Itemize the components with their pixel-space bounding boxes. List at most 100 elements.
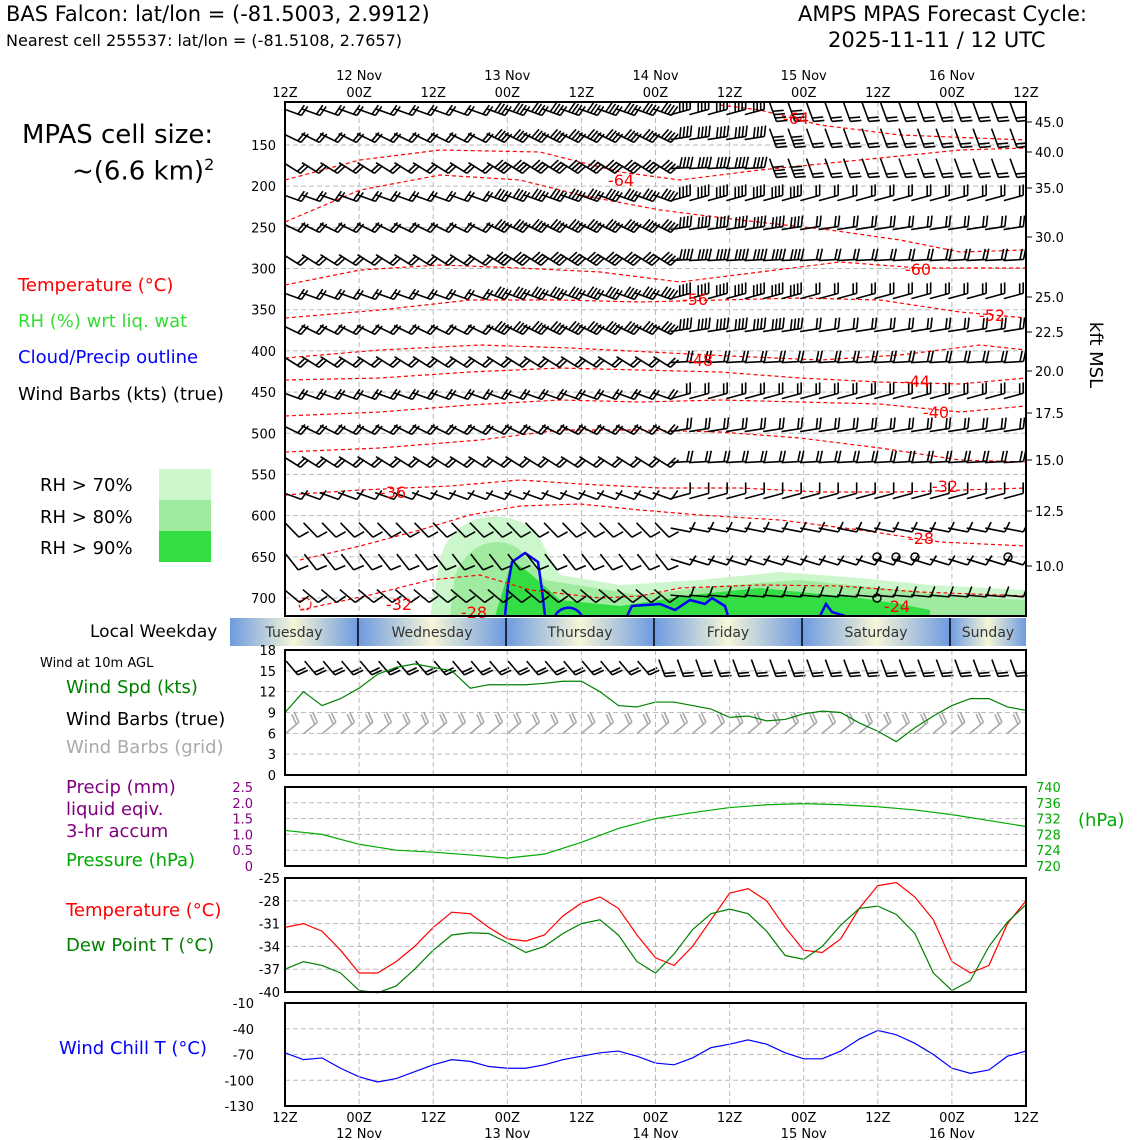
altitude-tick-label: 30.0 (1035, 231, 1064, 246)
wind-barb-flag (812, 142, 824, 145)
wind-barb (948, 482, 969, 500)
wind-barb-shaft (800, 492, 820, 500)
wind-barb (781, 350, 805, 364)
wind-barb-flag (1015, 172, 1026, 175)
wind-barb (374, 190, 401, 203)
wind-barb (892, 184, 913, 202)
wind-barb-flag (623, 218, 633, 229)
wind-barb (542, 456, 569, 468)
wind-barb (541, 388, 568, 401)
wind-barb-flag (700, 216, 704, 228)
wind-barb-flag (815, 317, 819, 330)
wind-barb (412, 254, 439, 266)
wind-barb-grid (858, 711, 874, 735)
bottom-date-label: 16 Nov (929, 1127, 975, 1140)
wind-barb-flag (333, 163, 344, 172)
wind-barb-flag (652, 191, 660, 202)
wind-barb-flag (886, 172, 898, 175)
wind-barb-flag (333, 357, 344, 366)
wind-barb-flag (467, 105, 475, 116)
wind-barb-flag (512, 218, 522, 229)
wind-barb-flag (319, 389, 327, 400)
wind-barb-flag (682, 156, 687, 169)
wind-barb-grid (710, 711, 726, 735)
wind-barb (892, 317, 915, 333)
wind-barb-flag (893, 521, 900, 533)
wind-barb-flag (645, 220, 654, 230)
top-hour-label: 00Z (495, 86, 521, 101)
wind-barb-flag (595, 359, 606, 368)
wind-barb-flag (497, 103, 506, 114)
wind-barb-shaft (874, 527, 894, 533)
wind-barb-flag (457, 713, 464, 725)
weekday-cell (802, 618, 950, 646)
wind-barb (300, 288, 327, 301)
wind-barb-flag (856, 417, 859, 429)
wind-barb (935, 128, 954, 149)
wind-barb-flag (593, 669, 605, 676)
wind-barb-flag (745, 317, 748, 329)
wind-barb (357, 162, 384, 174)
wind-barb (633, 388, 660, 401)
wind-barb-flag (300, 489, 309, 500)
wind-barb-flag (501, 564, 513, 571)
wind-barb (598, 588, 624, 604)
wind-barb-flag (608, 189, 617, 200)
wind-chill-label: Wind Chill T (°C) (59, 1038, 207, 1059)
wind-barb-flag (998, 175, 1010, 179)
wind-barb (524, 588, 550, 604)
wind-barb (579, 356, 606, 368)
wind-barb-flag (571, 189, 580, 200)
wind-barb (688, 350, 713, 364)
wind-barb-flag (575, 564, 587, 571)
wind-barb (670, 317, 693, 333)
wind-barb (781, 450, 805, 464)
wind-barb-flag (849, 116, 861, 119)
wind-barb-flag (609, 667, 621, 674)
wind-barb-flag (642, 286, 650, 297)
weekday-bar: Tuesday Wednesday Thursday Friday Saturday Su… (230, 618, 1026, 646)
wind-barb-flag (423, 711, 430, 723)
wind-barb-shaft (726, 527, 746, 533)
wind-barb-flag (578, 105, 586, 116)
pressure-tick-label: 700 (251, 592, 276, 607)
wind-barb-flag (574, 357, 584, 366)
wind-barb (861, 128, 880, 149)
wind-barb-flag (800, 317, 804, 329)
temp-tick-label: -28 (259, 895, 280, 910)
wind-barb-flag (792, 138, 804, 142)
wind-barb-shaft (396, 553, 410, 571)
wind-barb-flag (678, 319, 682, 331)
pressure-tick-label: 740 (1036, 781, 1061, 796)
wind-barb-flag (715, 127, 719, 139)
wind-barb-flag (830, 116, 842, 119)
wind-barb (505, 456, 532, 468)
wind-barb-flag (595, 459, 606, 468)
wind-barb-flag (715, 157, 720, 169)
wind-barb-grid (284, 711, 300, 735)
wind-barb-flag (404, 711, 411, 723)
wind-barb-flag (771, 217, 775, 229)
wind-barb-flag (485, 289, 494, 300)
wind-chill-panel: -10-40-70-100-130 (224, 997, 1027, 1115)
wind-barb (763, 282, 784, 300)
wind-barb-flag (476, 713, 483, 725)
wind-barb-flag (549, 102, 558, 113)
wind-barb-flag (626, 322, 636, 332)
wind-barb-true (861, 659, 880, 678)
isotherm-line (285, 429, 1026, 463)
wind-barb-flag (1015, 116, 1026, 119)
wind-barb (837, 184, 858, 202)
wind-barb-flag (352, 255, 362, 264)
wind-barb-flag (704, 350, 709, 362)
wind-barb (762, 317, 785, 333)
wind-barb (929, 317, 952, 333)
wind-barb-flag (776, 175, 788, 179)
wind-barb (393, 388, 420, 401)
wind-barb (818, 248, 842, 262)
wind-barb (929, 521, 955, 533)
wind-barb (842, 158, 862, 179)
wind-barb (431, 162, 458, 174)
wind-barb (768, 128, 788, 149)
wind-barb-flag (686, 317, 689, 330)
